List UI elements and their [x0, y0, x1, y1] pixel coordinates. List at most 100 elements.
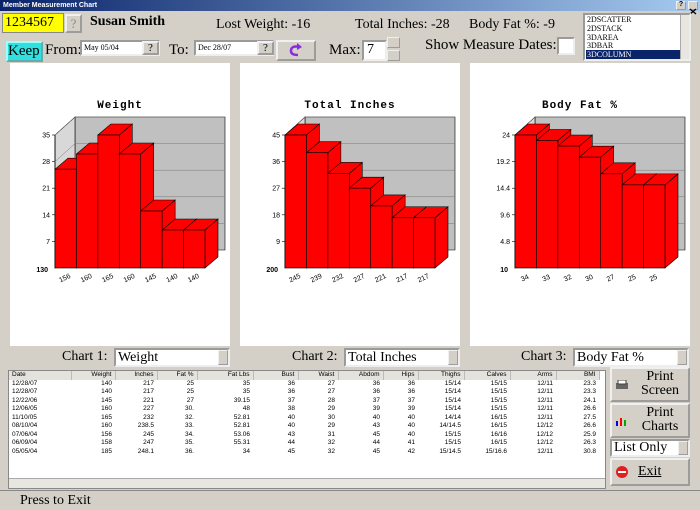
table-cell: 26.6 [583, 405, 596, 412]
lost-weight: Lost Weight: -16 [216, 17, 311, 32]
column-header[interactable]: Date [9, 371, 72, 380]
table-cell: 44 [287, 439, 295, 446]
print-charts-button[interactable]: Print Charts [610, 403, 690, 438]
chart-style-option[interactable]: 3DCOLUMN [586, 50, 680, 60]
show-dates-checkbox[interactable] [557, 37, 575, 55]
table-row[interactable]: 07/06/04 156 245 34. 53.06 43 31 45 40 15/15 16/16… [9, 431, 599, 440]
max-spin-down[interactable] [387, 50, 400, 61]
table-row[interactable]: 12/28/07 140 217 25 35 36 27 36 36 15/14 15/15 12/1… [9, 388, 599, 397]
y-tick-label: 45 [272, 133, 280, 140]
y-tick-label: 27 [272, 186, 280, 193]
chart-selector-label: Chart 1: [62, 349, 108, 364]
chart-style-list[interactable]: 2DSCATTER 2DSTACK 3DAREA 3DBAR 3DCOLUMN [583, 13, 691, 61]
table-row[interactable]: 08/10/04 160 238.5 33. 52.81 40 29 43 40 14/14.5 1… [9, 422, 599, 431]
print-screen-button[interactable]: Print Screen [610, 367, 690, 402]
from-picker-button[interactable]: ? [142, 41, 159, 55]
total-inches: Total Inches: -28 [355, 17, 450, 32]
table-cell: 16/16 [490, 430, 507, 438]
table-row[interactable]: 11/10/05 165 232 32. 52.81 40 30 40 40 14/14 16/15… [9, 414, 599, 423]
table-cell: 32 [327, 439, 335, 446]
title-help-button[interactable]: ? [676, 1, 686, 10]
table-cell: 36 [407, 379, 415, 387]
column-header[interactable]: Thighs [418, 371, 465, 380]
bar-front [284, 134, 307, 269]
list-mode-dropdown[interactable]: List Only [610, 439, 690, 457]
table-cell: 15/14 [444, 388, 461, 395]
from-date[interactable]: May 05/04 [80, 40, 160, 56]
chart-style-option[interactable]: 3DBAR [587, 41, 614, 51]
column-header[interactable]: Fat Lbs [197, 371, 254, 380]
horizontal-scrollbar[interactable] [9, 478, 605, 488]
table-cell: 15/15 [490, 405, 507, 412]
table-cell: 248.1 [137, 447, 154, 455]
y-tick-label: 14 [42, 212, 50, 219]
column-header[interactable]: Weight [71, 371, 116, 380]
table-cell: 40 [287, 422, 295, 429]
max-spin-up[interactable] [387, 37, 400, 48]
table-cell: 34. [184, 430, 194, 438]
y-tick-label: 21 [42, 186, 50, 193]
chart-selector-label: Chart 2: [292, 349, 338, 364]
table-cell: 28 [327, 396, 335, 404]
column-header[interactable]: Fat % [157, 371, 198, 380]
column-header[interactable]: Inches [115, 371, 158, 380]
column-header[interactable]: Waist [298, 371, 339, 380]
chart-style-option[interactable]: 3DAREA [587, 32, 619, 42]
table-cell: 16/15 [490, 413, 507, 421]
refresh-button[interactable] [276, 40, 316, 61]
column-header[interactable]: Arms [510, 371, 557, 380]
column-header[interactable]: Calves [464, 371, 511, 380]
to-picker-button[interactable]: ? [257, 41, 274, 55]
table-row[interactable]: 06/09/04 158 247 35. 55.31 44 32 44 41 15/15 16/15… [9, 439, 599, 448]
column-header[interactable]: BMI [556, 371, 600, 380]
table-cell: 45 [287, 447, 295, 455]
exit-button[interactable]: Exit [610, 458, 690, 486]
chart-selector-dropdown[interactable]: Total Inches [344, 348, 460, 367]
table-cell: 12/11 [537, 413, 553, 421]
x-tick-label: 160 [80, 273, 94, 284]
table-cell: 15/16.6 [485, 447, 507, 455]
table-cell: 35 [242, 379, 250, 387]
to-date[interactable]: Dec 28/07 [194, 40, 274, 56]
x-tick-label: 33 [541, 274, 551, 284]
x-tick-label: 30 [584, 274, 594, 284]
table-cell: 12/12 [536, 430, 553, 438]
dropdown-arrow[interactable] [678, 441, 688, 455]
dropdown-arrow[interactable] [677, 350, 687, 365]
table-cell: 12/11 [537, 405, 553, 412]
table-cell: 35 [242, 388, 250, 395]
dropdown-arrow[interactable] [448, 350, 458, 365]
x-tick-label: 160 [123, 273, 137, 284]
grid-line [54, 116, 225, 136]
table-cell: 35. [184, 439, 194, 446]
table-cell: 165 [101, 413, 112, 421]
table-row[interactable]: 12/22/06 145 221 27 39.15 37 28 37 37 15/14 15/15 1… [9, 397, 599, 406]
close-button[interactable] [688, 1, 698, 15]
chart-icon [616, 418, 626, 426]
chart-style-option[interactable]: 2DSCATTER [587, 15, 632, 24]
table-cell: 12/12 [536, 439, 553, 446]
id-lookup-button[interactable]: ? [65, 14, 82, 33]
chart-selector-dropdown[interactable]: Weight [114, 348, 230, 367]
table-cell: 33. [184, 422, 194, 429]
table-row[interactable]: 12/06/05 160 227 30. 48 38 29 39 39 15/14 15/15 12/… [9, 405, 599, 414]
chart-selector-dropdown[interactable]: Body Fat % [573, 348, 689, 367]
column-header[interactable]: Abdom [338, 371, 384, 380]
table-cell: 27 [327, 388, 335, 395]
table-cell: 40 [407, 413, 415, 421]
keep-button[interactable]: Keep [6, 41, 43, 62]
axis-base-label: 130 [36, 267, 48, 274]
column-header[interactable]: Hips [383, 371, 419, 380]
x-tick-label: 145 [144, 273, 158, 284]
table-row[interactable]: 12/28/07 140 217 25 35 36 27 36 36 15/14 15/15 12/1… [9, 380, 599, 389]
max-value[interactable]: 7 [362, 40, 387, 61]
dropdown-arrow[interactable] [218, 350, 228, 365]
y-tick-label: 35 [42, 133, 50, 140]
table-cell: 52.81 [233, 413, 250, 421]
table-row[interactable]: 05/05/04 185 248.1 36. 34 45 32 45 42 15/14.5 15/1… [9, 448, 599, 457]
chart-style-option[interactable]: 2DSTACK [587, 23, 623, 33]
column-header[interactable]: Bust [253, 371, 299, 380]
table-cell: 43 [372, 422, 380, 429]
table-cell: 15/14 [444, 405, 461, 412]
grid-line [54, 143, 225, 162]
